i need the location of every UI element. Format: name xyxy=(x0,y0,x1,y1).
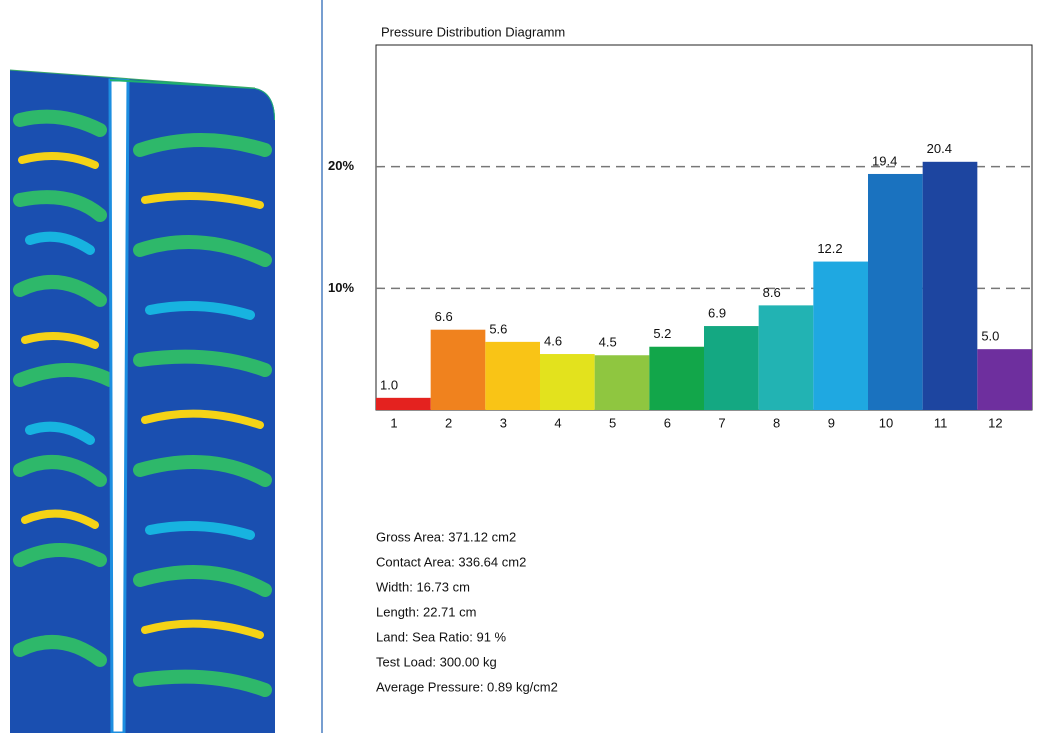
bar xyxy=(485,342,540,410)
value-label: 1.0 xyxy=(380,377,398,392)
value-label: 4.6 xyxy=(544,333,562,348)
value-label: 4.5 xyxy=(599,335,617,350)
x-tick-label: 1 xyxy=(390,415,397,430)
x-tick-label: 2 xyxy=(445,415,452,430)
x-tick-label: 5 xyxy=(609,415,616,430)
chart-title: Pressure Distribution Diagramm xyxy=(381,24,565,39)
stat-line: Land: Sea Ratio: 91 % xyxy=(376,629,507,644)
x-tick-label: 4 xyxy=(554,415,561,430)
bar xyxy=(868,174,923,410)
stat-line: Length: 22.71 cm xyxy=(376,604,476,619)
x-tick-label: 8 xyxy=(773,415,780,430)
value-label: 5.2 xyxy=(653,326,671,341)
stat-line: Gross Area: 371.12 cm2 xyxy=(376,529,516,544)
screen: Pressure Distribution Diagramm 10% 20% 1 1.… xyxy=(0,0,1050,733)
bar xyxy=(923,162,978,410)
value-label: 12.2 xyxy=(817,241,842,256)
x-tick-label: 6 xyxy=(664,415,671,430)
y-tick-label: 20% xyxy=(328,158,354,173)
x-tick-label: 11 xyxy=(934,415,948,430)
bar xyxy=(376,398,431,410)
value-label: 5.0 xyxy=(981,329,999,344)
footprint-image xyxy=(10,70,280,733)
value-label: 5.6 xyxy=(489,321,507,336)
stat-line: Average Pressure: 0.89 kg/cm2 xyxy=(376,679,558,694)
value-label: 6.9 xyxy=(708,305,726,320)
bar xyxy=(540,354,595,410)
x-tick-label: 3 xyxy=(500,415,507,430)
value-label: 20.4 xyxy=(927,141,952,156)
bar xyxy=(813,262,868,410)
bar xyxy=(595,355,650,410)
x-tick-label: 12 xyxy=(988,415,1002,430)
page: Pressure Distribution Diagramm 10% 20% 1 1.… xyxy=(0,0,1050,733)
bar xyxy=(759,305,814,410)
x-tick-label: 7 xyxy=(718,415,725,430)
value-label: 8.6 xyxy=(763,285,781,300)
bar xyxy=(977,349,1032,410)
bar xyxy=(431,330,486,410)
stat-line: Contact Area: 336.64 cm2 xyxy=(376,554,526,569)
x-tick-label: 9 xyxy=(828,415,835,430)
stat-line: Width: 16.73 cm xyxy=(376,579,470,594)
y-tick-label: 10% xyxy=(328,280,354,295)
bar xyxy=(649,347,704,410)
stat-line: Test Load: 300.00 kg xyxy=(376,654,497,669)
x-tick-label: 10 xyxy=(879,415,893,430)
value-label: 19.4 xyxy=(872,153,897,168)
value-label: 6.6 xyxy=(435,309,453,324)
bar xyxy=(704,326,759,410)
